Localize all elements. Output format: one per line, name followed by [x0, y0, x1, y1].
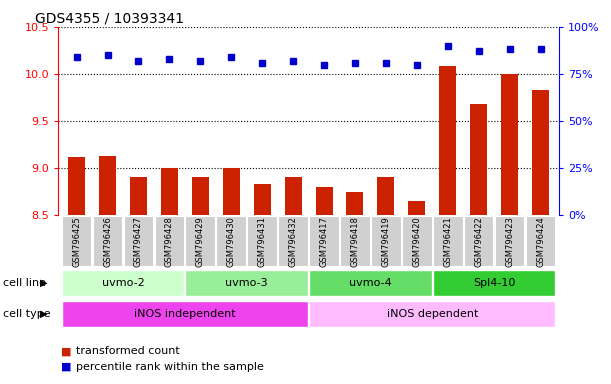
FancyBboxPatch shape [278, 216, 308, 266]
FancyBboxPatch shape [123, 216, 153, 266]
Bar [254, 184, 271, 384]
FancyBboxPatch shape [309, 216, 339, 266]
Text: GSM796425: GSM796425 [72, 217, 81, 267]
Text: GSM796426: GSM796426 [103, 217, 112, 268]
FancyBboxPatch shape [371, 216, 401, 266]
Text: GSM796430: GSM796430 [227, 217, 236, 268]
Bar [501, 74, 518, 384]
Bar [532, 90, 549, 384]
FancyBboxPatch shape [62, 216, 92, 266]
Bar [223, 168, 240, 384]
Text: GSM796422: GSM796422 [474, 217, 483, 267]
FancyBboxPatch shape [247, 216, 277, 266]
Bar [192, 177, 209, 384]
Text: GSM796429: GSM796429 [196, 217, 205, 267]
Bar [378, 177, 394, 384]
Text: GSM796432: GSM796432 [288, 217, 298, 268]
Text: cell line: cell line [3, 278, 46, 288]
FancyBboxPatch shape [495, 216, 524, 266]
FancyBboxPatch shape [464, 216, 494, 266]
Text: ■: ■ [61, 346, 71, 356]
Text: ▶: ▶ [40, 309, 48, 319]
Bar [315, 187, 332, 384]
Text: percentile rank within the sample: percentile rank within the sample [76, 362, 264, 372]
Bar [285, 177, 302, 384]
Text: GSM796423: GSM796423 [505, 217, 514, 268]
Text: GSM796427: GSM796427 [134, 217, 143, 268]
FancyBboxPatch shape [433, 270, 555, 296]
Text: GSM796428: GSM796428 [165, 217, 174, 268]
Text: GSM796424: GSM796424 [536, 217, 545, 267]
FancyBboxPatch shape [340, 216, 370, 266]
FancyBboxPatch shape [186, 216, 215, 266]
Text: GSM796431: GSM796431 [258, 217, 266, 268]
Text: uvmo-3: uvmo-3 [225, 278, 268, 288]
FancyBboxPatch shape [62, 301, 308, 327]
Text: GSM796420: GSM796420 [412, 217, 422, 267]
Text: transformed count: transformed count [76, 346, 180, 356]
Text: GSM796418: GSM796418 [351, 217, 359, 268]
FancyBboxPatch shape [309, 270, 431, 296]
FancyBboxPatch shape [433, 216, 463, 266]
Bar [439, 66, 456, 384]
FancyBboxPatch shape [402, 216, 431, 266]
Text: ■: ■ [61, 362, 71, 372]
Text: iNOS independent: iNOS independent [134, 309, 236, 319]
Text: cell type: cell type [3, 309, 51, 319]
Text: Spl4-10: Spl4-10 [473, 278, 515, 288]
FancyBboxPatch shape [309, 301, 555, 327]
FancyBboxPatch shape [62, 270, 185, 296]
Text: GDS4355 / 10393341: GDS4355 / 10393341 [35, 12, 185, 25]
Bar [470, 104, 487, 384]
Text: ▶: ▶ [40, 278, 48, 288]
Bar [99, 156, 116, 384]
FancyBboxPatch shape [93, 216, 122, 266]
Bar [408, 201, 425, 384]
Text: uvmo-2: uvmo-2 [101, 278, 144, 288]
Bar [130, 177, 147, 384]
Bar [161, 168, 178, 384]
Text: GSM796419: GSM796419 [381, 217, 390, 267]
FancyBboxPatch shape [216, 216, 246, 266]
FancyBboxPatch shape [525, 216, 555, 266]
Text: GSM796417: GSM796417 [320, 217, 329, 268]
Text: GSM796421: GSM796421 [443, 217, 452, 267]
Bar [68, 157, 85, 384]
Text: uvmo-4: uvmo-4 [349, 278, 392, 288]
FancyBboxPatch shape [186, 270, 308, 296]
FancyBboxPatch shape [155, 216, 185, 266]
Text: iNOS dependent: iNOS dependent [387, 309, 478, 319]
Bar [346, 192, 364, 384]
